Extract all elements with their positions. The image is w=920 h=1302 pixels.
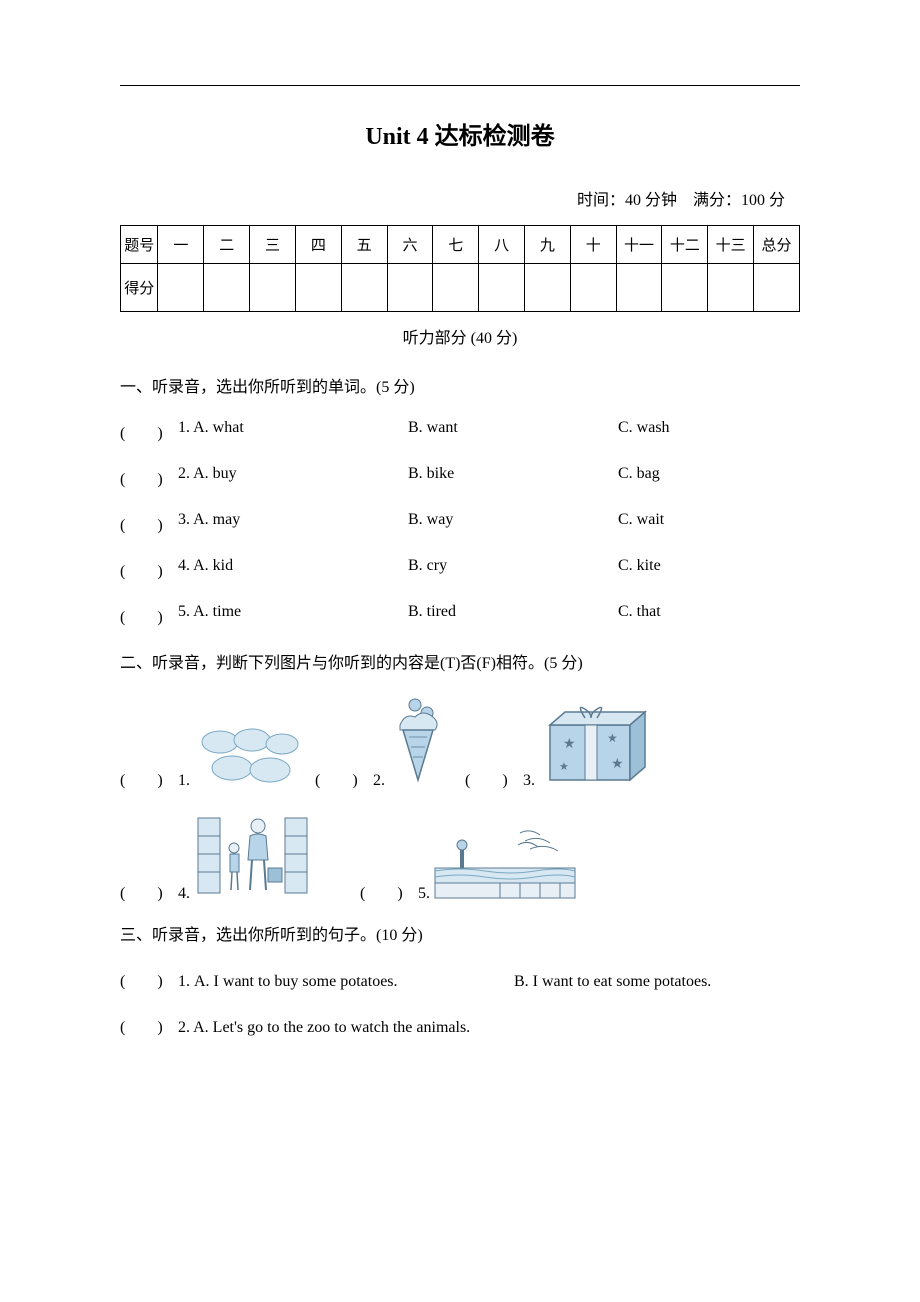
section2-heading: 二、听录音，判断下列图片与你听到的内容是(T)否(F)相符。(5 分) [120, 649, 800, 673]
beach-icon [430, 823, 580, 903]
question-row: ( ) 1. A. what B. want C. wash [120, 419, 800, 443]
question-row: ( )2. A. Let's go to the zoo to watch th… [120, 1013, 800, 1037]
option-a: A. time [193, 603, 241, 620]
option-a: A. buy [193, 465, 237, 482]
col-header: 十一 [616, 226, 662, 264]
q-num: 2. [178, 1019, 190, 1036]
col-header: 十 [570, 226, 616, 264]
score-cell [387, 264, 433, 312]
page-title: Unit 4 达标检测卷 [120, 116, 800, 151]
answer-blank: ( ) [120, 511, 178, 535]
answer-blank: ( ) [120, 603, 178, 627]
option-c: C. bag [618, 465, 800, 489]
option-a: A. Let's go to the zoo to watch the anim… [193, 1019, 470, 1036]
option-b: B. cry [408, 557, 618, 581]
col-header: 一 [158, 226, 204, 264]
option-c: C. kite [618, 557, 800, 581]
shopping-icon [190, 808, 320, 903]
col-header: 六 [387, 226, 433, 264]
col-header: 九 [524, 226, 570, 264]
option-a: A. I want to buy some potatoes. [194, 973, 514, 991]
q-num: 4. [178, 557, 190, 574]
answer-blank: ( ) [315, 766, 373, 790]
option-a: A. what [193, 419, 244, 436]
col-header: 总分 [754, 226, 800, 264]
score-cell [204, 264, 250, 312]
answer-blank: ( ) [120, 557, 178, 581]
option-b: B. want [408, 419, 618, 443]
option-a: A. may [193, 511, 240, 528]
answer-blank: ( ) [120, 1013, 178, 1037]
svg-text:★: ★ [559, 761, 569, 773]
score-cell [250, 264, 296, 312]
question-row: ( )1. A. I want to buy some potatoes.B. … [120, 967, 800, 991]
answer-blank: ( ) [120, 766, 178, 790]
q-num: 4. [178, 885, 190, 903]
svg-text:★: ★ [607, 731, 618, 745]
option-c: C. that [618, 603, 800, 627]
score-cell [524, 264, 570, 312]
col-header: 十二 [662, 226, 708, 264]
answer-blank: ( ) [120, 879, 178, 903]
score-cell [616, 264, 662, 312]
score-table: 题号 一 二 三 四 五 六 七 八 九 十 十一 十二 十三 总分 得分 [120, 225, 800, 312]
col-header: 七 [433, 226, 479, 264]
option-b: B. bike [408, 465, 618, 489]
answer-blank: ( ) [360, 879, 418, 903]
answer-blank: ( ) [120, 419, 178, 443]
q-num: 2. [178, 465, 190, 482]
q-num: 1. [178, 973, 190, 990]
option-b: B. way [408, 511, 618, 535]
picture-row-2: ( ) 4. [120, 808, 800, 903]
score-cell [433, 264, 479, 312]
score-cell [662, 264, 708, 312]
q-num: 3. [178, 511, 190, 528]
score-cell [479, 264, 525, 312]
section3-heading: 三、听录音，选出你所听到的句子。(10 分) [120, 921, 800, 945]
col-header: 八 [479, 226, 525, 264]
q-num: 2. [373, 772, 385, 790]
option-c: C. wait [618, 511, 800, 535]
answer-blank: ( ) [120, 967, 178, 991]
header-line [120, 85, 800, 86]
q-num: 1. [178, 419, 190, 436]
col-header: 四 [295, 226, 341, 264]
listening-section-label: 听力部分 (40 分) [120, 324, 800, 348]
answer-blank: ( ) [120, 465, 178, 489]
col-header: 五 [341, 226, 387, 264]
col-header: 二 [204, 226, 250, 264]
row-label: 得分 [121, 264, 158, 312]
question-row: ( ) 5. A. time B. tired C. that [120, 603, 800, 627]
question-row: ( ) 2. A. buy B. bike C. bag [120, 465, 800, 489]
score-cell [295, 264, 341, 312]
q-num: 3. [523, 772, 535, 790]
svg-text:★: ★ [563, 737, 576, 752]
score-cell [570, 264, 616, 312]
question-row: ( ) 3. A. may B. way C. wait [120, 511, 800, 535]
dumplings-icon [190, 720, 305, 790]
score-cell [341, 264, 387, 312]
score-cell [754, 264, 800, 312]
section1-heading: 一、听录音，选出你所听到的单词。(5 分) [120, 373, 800, 397]
option-b: B. tired [408, 603, 618, 627]
exam-info: 时间：40 分钟 满分：100 分 [120, 186, 800, 210]
option-c: C. wash [618, 419, 800, 443]
picture-row-1: ( ) 1. ( ) 2. [120, 695, 800, 790]
score-cell [158, 264, 204, 312]
score-cell [708, 264, 754, 312]
answer-blank: ( ) [465, 766, 523, 790]
option-a: A. kid [193, 557, 233, 574]
question-row: ( ) 4. A. kid B. cry C. kite [120, 557, 800, 581]
q-num: 5. [178, 603, 190, 620]
col-header: 十三 [708, 226, 754, 264]
col-header: 三 [250, 226, 296, 264]
q-num: 5. [418, 885, 430, 903]
giftbox-icon: ★ ★ ★ ★ [535, 700, 655, 790]
svg-text:★: ★ [611, 757, 624, 772]
q-num: 1. [178, 772, 190, 790]
row-label: 题号 [121, 226, 158, 264]
icecream-icon [385, 695, 455, 790]
option-b: B. I want to eat some potatoes. [514, 973, 711, 990]
